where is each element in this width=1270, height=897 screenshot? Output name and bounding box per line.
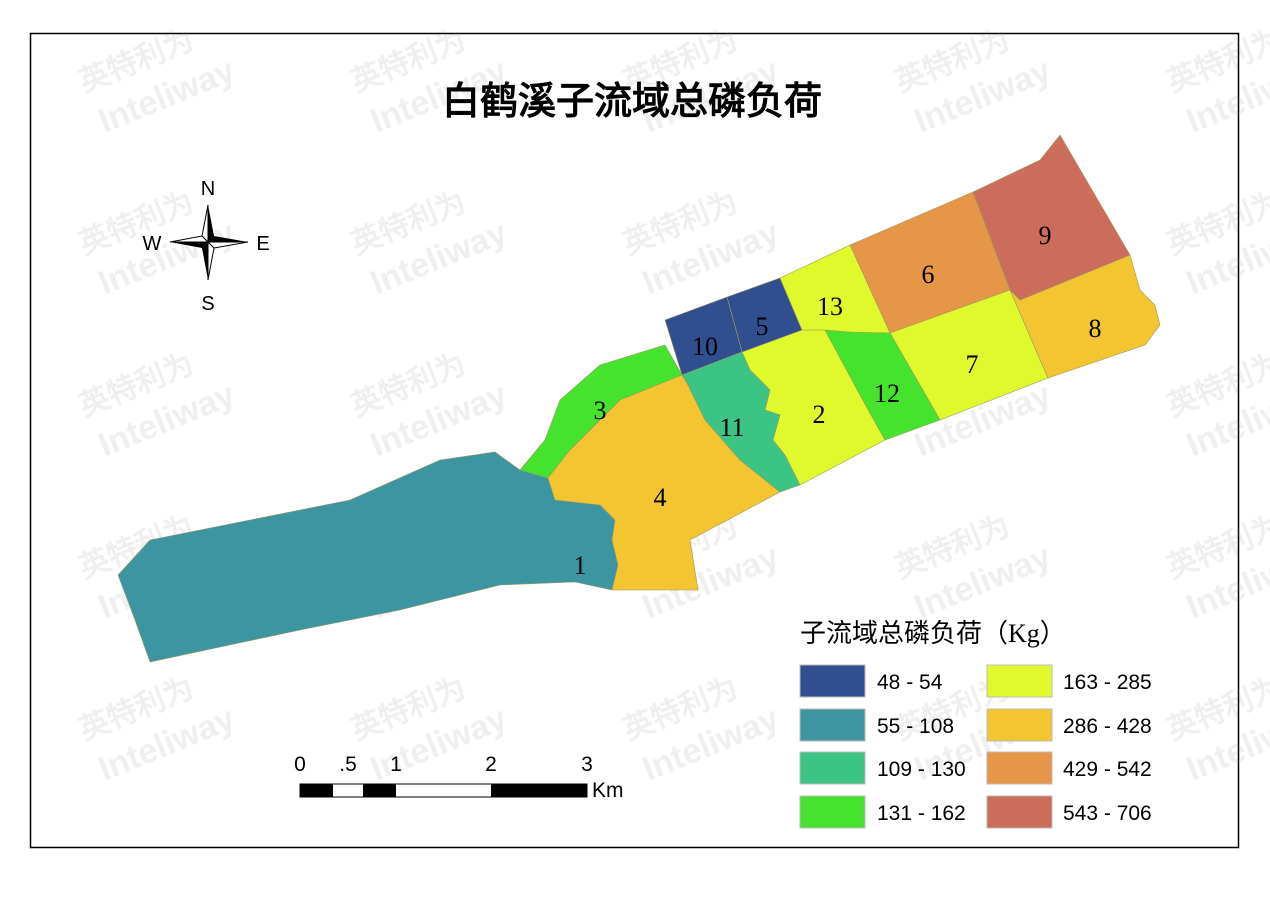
compass-n-label: N xyxy=(201,178,215,200)
map-title: 白鹤溪子流域总磷负荷 xyxy=(442,81,822,123)
subbasin-label: 3 xyxy=(594,396,607,425)
legend: 子流域总磷负荷（Kg） 48 - 54 55 - 108 109 - 130 131 … xyxy=(799,619,1152,829)
subbasin-label: 10 xyxy=(692,332,718,361)
legend-swatch xyxy=(799,664,866,698)
compass-needle-n xyxy=(208,205,214,242)
legend-label: 131 - 162 xyxy=(877,802,966,825)
legend-title: 子流域总磷负荷（Kg） xyxy=(800,619,1066,648)
scale-label: 1 xyxy=(390,753,402,776)
legend-swatch xyxy=(986,751,1053,785)
legend-label: 55 - 108 xyxy=(877,715,954,738)
subbasin-4[interactable] xyxy=(547,374,781,591)
legend-swatch xyxy=(799,795,866,829)
subbasin-9[interactable] xyxy=(972,134,1131,301)
subbasin-label: 9 xyxy=(1039,221,1052,250)
subbasin-13[interactable] xyxy=(779,244,891,334)
scale-bar: 0 .5 1 2 3 Km xyxy=(294,753,623,802)
scale-label: 3 xyxy=(581,753,593,776)
subbasin-11[interactable] xyxy=(681,351,801,493)
map-frame xyxy=(29,32,1240,849)
subbasin-label: 2 xyxy=(813,400,826,429)
north-arrow: N S E W xyxy=(143,178,270,315)
subbasin-1[interactable] xyxy=(117,451,619,663)
legend-label: 163 - 285 xyxy=(1063,671,1152,694)
subbasin-layer xyxy=(117,134,1161,663)
subbasin-label: 8 xyxy=(1089,314,1102,343)
subbasin-label: 11 xyxy=(719,413,744,442)
legend-label: 543 - 706 xyxy=(1063,802,1152,825)
legend-label: 286 - 428 xyxy=(1063,715,1152,738)
compass-e-label: E xyxy=(256,233,269,255)
legend-swatch xyxy=(986,795,1053,829)
compass-w-label: W xyxy=(143,233,162,255)
legend-label: 429 - 542 xyxy=(1063,758,1152,781)
subbasin-label: 7 xyxy=(966,350,979,379)
scale-label: 0 xyxy=(294,753,306,776)
subbasin-label: 5 xyxy=(756,312,769,341)
subbasin-label: 1 xyxy=(574,551,587,580)
compass-s-label: S xyxy=(201,293,214,315)
subbasin-label: 13 xyxy=(817,292,843,321)
scale-label: .5 xyxy=(339,753,357,776)
subbasin-label: 4 xyxy=(654,483,667,512)
scale-label: 2 xyxy=(485,753,497,776)
subbasin-label: 12 xyxy=(874,379,900,408)
legend-swatch xyxy=(986,708,1053,742)
subbasin-label: 6 xyxy=(922,260,935,289)
legend-swatch xyxy=(799,708,866,742)
legend-swatch xyxy=(799,751,866,785)
legend-label: 109 - 130 xyxy=(877,758,966,781)
legend-swatch xyxy=(986,664,1053,698)
scale-unit: Km xyxy=(592,779,624,802)
legend-label: 48 - 54 xyxy=(877,671,943,694)
